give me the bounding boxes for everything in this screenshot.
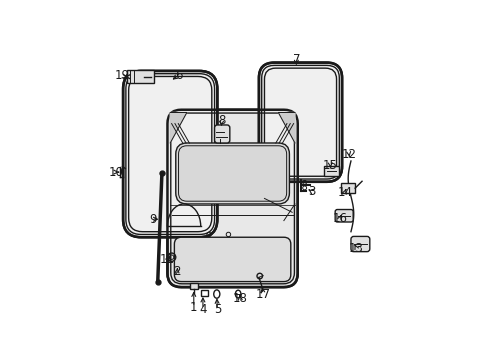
- FancyBboxPatch shape: [175, 143, 289, 204]
- Bar: [323, 166, 338, 176]
- Text: 13: 13: [348, 242, 363, 255]
- FancyBboxPatch shape: [334, 210, 352, 222]
- Text: 18: 18: [232, 292, 247, 305]
- Text: 1: 1: [190, 301, 197, 314]
- Polygon shape: [170, 112, 186, 143]
- FancyBboxPatch shape: [214, 125, 229, 143]
- FancyBboxPatch shape: [123, 71, 217, 237]
- Text: 5: 5: [213, 303, 221, 316]
- Text: 7: 7: [292, 53, 300, 66]
- Bar: [201, 291, 208, 296]
- Text: 3: 3: [307, 185, 315, 198]
- FancyBboxPatch shape: [167, 110, 297, 287]
- Text: 16: 16: [332, 212, 346, 225]
- Bar: [340, 183, 354, 193]
- FancyBboxPatch shape: [259, 63, 342, 182]
- Text: 15: 15: [323, 159, 337, 172]
- Text: 11: 11: [160, 253, 175, 266]
- Text: 6: 6: [174, 68, 182, 82]
- Text: 4: 4: [199, 303, 206, 316]
- Bar: [190, 283, 198, 289]
- Text: 19: 19: [115, 69, 130, 82]
- Text: 10: 10: [108, 166, 123, 179]
- Text: 8: 8: [217, 114, 225, 127]
- Text: 12: 12: [341, 148, 356, 161]
- Text: 14: 14: [337, 186, 352, 199]
- FancyBboxPatch shape: [350, 237, 369, 252]
- Text: 2: 2: [173, 265, 181, 278]
- FancyBboxPatch shape: [174, 237, 290, 282]
- Polygon shape: [278, 112, 294, 143]
- Bar: [127, 70, 153, 84]
- Text: 9: 9: [149, 213, 157, 226]
- Text: 17: 17: [255, 288, 270, 301]
